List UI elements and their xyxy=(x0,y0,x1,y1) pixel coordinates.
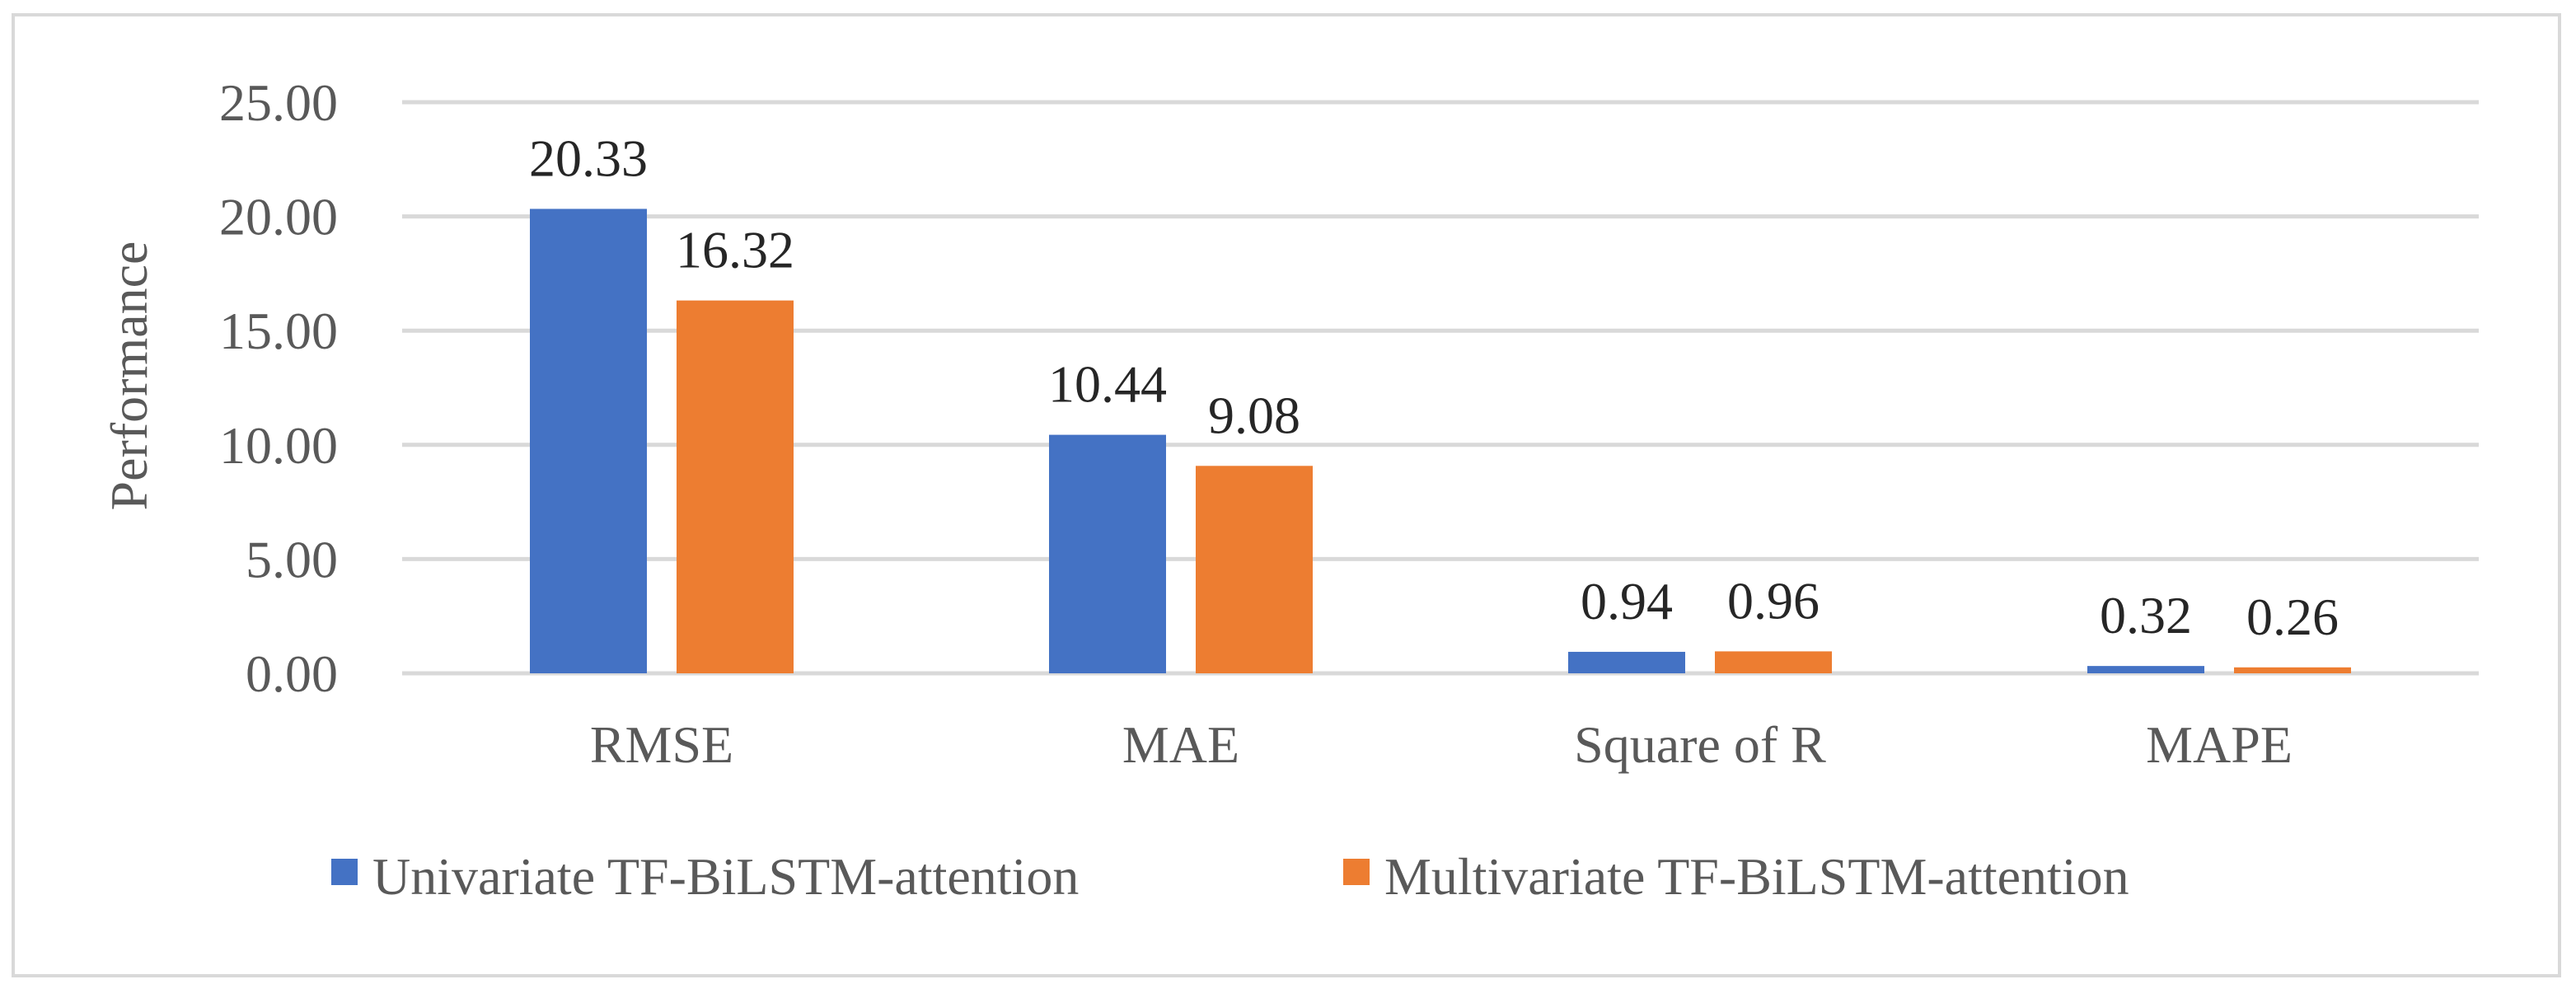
y-tick-label: 5.00 xyxy=(246,530,338,588)
bar-multivariate-square-of-r xyxy=(1715,651,1832,673)
legend: Univariate TF-BiLSTM-attention Multivaria… xyxy=(331,847,2129,906)
y-axis-ticks: 0.00 5.00 10.00 15.00 20.00 25.00 xyxy=(219,73,338,703)
bar-univariate-square-of-r xyxy=(1568,651,1685,673)
y-tick-label: 0.00 xyxy=(246,644,338,703)
bars xyxy=(530,209,2351,673)
bar-multivariate-mape xyxy=(2234,667,2351,673)
bar-multivariate-rmse xyxy=(677,300,794,673)
data-label: 0.32 xyxy=(2100,586,2192,644)
y-axis-label: Performance xyxy=(100,241,158,511)
legend-swatch-univariate xyxy=(331,859,358,885)
y-tick-label: 25.00 xyxy=(219,73,338,132)
data-label: 0.94 xyxy=(1581,572,1673,630)
data-label: 0.96 xyxy=(1727,571,1820,630)
x-tick-label: Square of R xyxy=(1574,715,1826,774)
bar-univariate-mape xyxy=(2087,666,2204,673)
data-label: 10.44 xyxy=(1048,355,1167,414)
bar-univariate-mae xyxy=(1049,434,1166,673)
legend-swatch-multivariate xyxy=(1343,859,1370,885)
x-tick-label: MAPE xyxy=(2146,715,2293,774)
y-tick-label: 15.00 xyxy=(219,302,338,360)
data-label: 16.32 xyxy=(676,221,794,279)
data-labels: 20.33 16.32 10.44 9.08 0.94 0.96 0.32 0.26 xyxy=(529,129,2339,645)
data-label: 9.08 xyxy=(1208,386,1300,444)
legend-label: Multivariate TF-BiLSTM-attention xyxy=(1384,847,2129,906)
y-tick-label: 10.00 xyxy=(219,416,338,475)
y-tick-label: 20.00 xyxy=(219,188,338,246)
data-label: 20.33 xyxy=(529,129,648,187)
bar-multivariate-mae xyxy=(1196,466,1313,673)
data-label: 0.26 xyxy=(2246,588,2339,646)
x-tick-label: RMSE xyxy=(590,715,733,774)
x-tick-label: MAE xyxy=(1122,715,1239,774)
x-axis-ticks: RMSE MAE Square of R MAPE xyxy=(590,715,2293,774)
bar-univariate-rmse xyxy=(530,209,647,673)
legend-label: Univariate TF-BiLSTM-attention xyxy=(372,847,1079,906)
